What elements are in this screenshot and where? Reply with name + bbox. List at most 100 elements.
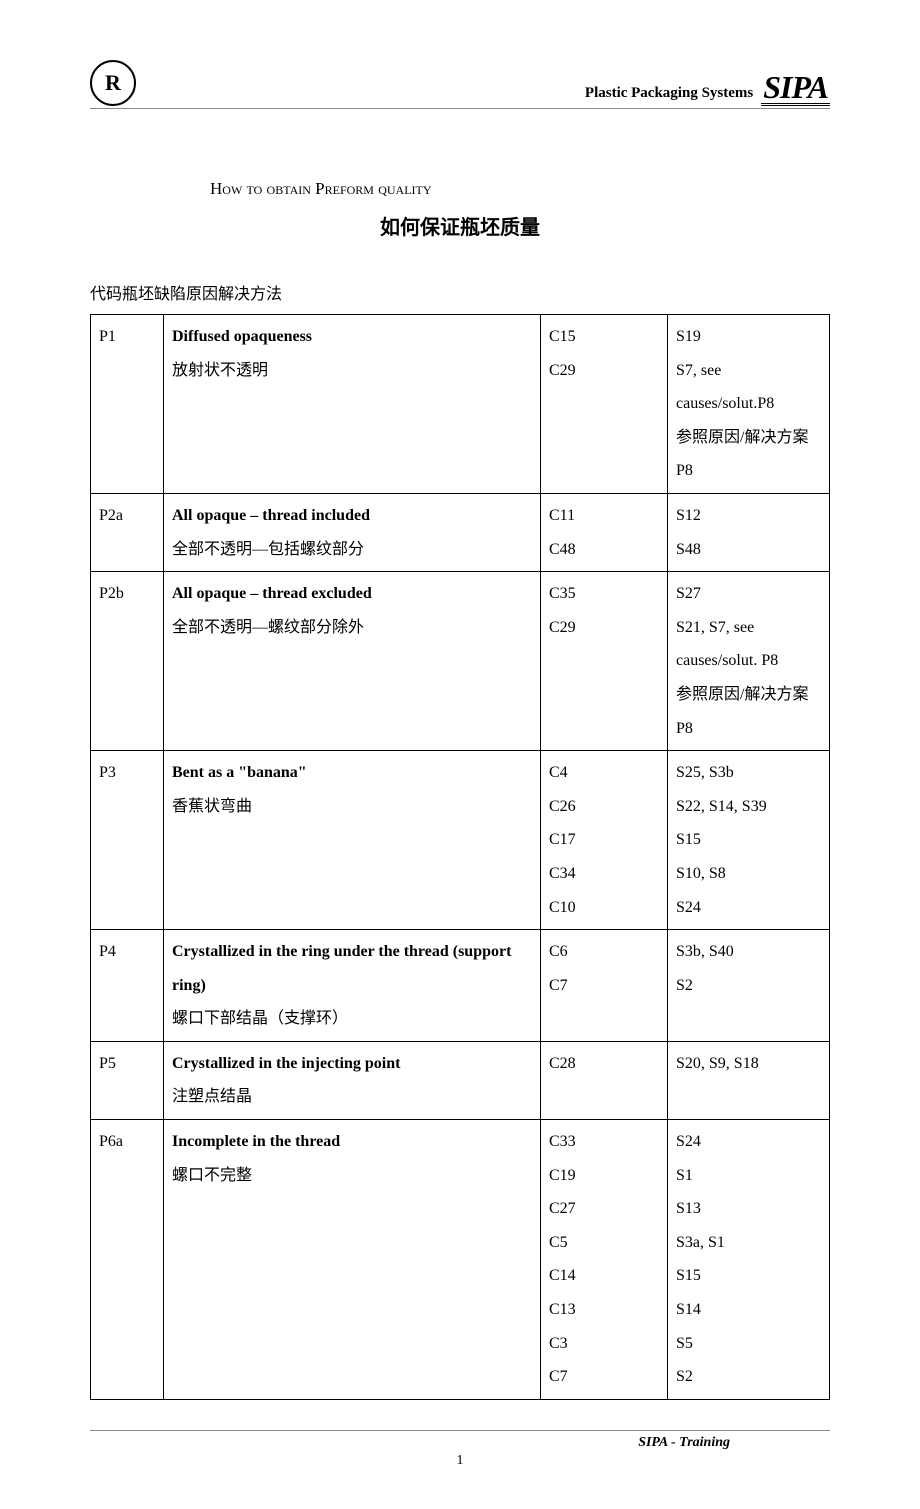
- defect-english: Diffused opaqueness: [172, 320, 532, 354]
- cause-code: C34: [549, 857, 659, 891]
- defect-causes: C33C19C27C5C14C13C3C7: [541, 1120, 668, 1400]
- defect-code: P5: [91, 1041, 164, 1119]
- defect-solutions: S20, S9, S18: [668, 1041, 830, 1119]
- cause-code: C6: [549, 935, 659, 969]
- header-right: Plastic Packaging Systems SIPA: [585, 71, 830, 106]
- defect-code: P6a: [91, 1120, 164, 1400]
- page-header: R Plastic Packaging Systems SIPA: [90, 60, 830, 109]
- defect-solutions: S12S48: [668, 493, 830, 571]
- defect-code: P3: [91, 751, 164, 930]
- page-number: 1: [90, 1453, 830, 1469]
- solution-code: 参照原因/解决方案 P8: [676, 678, 821, 745]
- defect-causes: C6C7: [541, 930, 668, 1042]
- table-row: P3Bent as a "banana"香蕉状弯曲C4C26C17C34C10S…: [91, 751, 830, 930]
- solution-code: S3b, S40: [676, 935, 821, 969]
- defect-description: Incomplete in the thread螺口不完整: [164, 1120, 541, 1400]
- cause-code: C19: [549, 1159, 659, 1193]
- header-text: Plastic Packaging Systems: [585, 85, 753, 106]
- defect-code: P4: [91, 930, 164, 1042]
- solution-code: S20, S9, S18: [676, 1047, 821, 1081]
- defect-chinese: 全部不透明—包括螺纹部分: [172, 533, 532, 567]
- solution-code: S19: [676, 320, 821, 354]
- defect-chinese: 全部不透明—螺纹部分除外: [172, 611, 532, 645]
- defect-chinese: 放射状不透明: [172, 354, 532, 388]
- defect-solutions: S3b, S40S2: [668, 930, 830, 1042]
- cause-code: C3: [549, 1327, 659, 1361]
- defect-english: All opaque – thread included: [172, 499, 532, 533]
- solution-code: S14: [676, 1293, 821, 1327]
- logo-left-icon: R: [90, 60, 136, 106]
- page: R Plastic Packaging Systems SIPA How to …: [0, 0, 920, 1509]
- defect-solutions: S24S1S13S3a, S1S15S14S5S2: [668, 1120, 830, 1400]
- defect-code: P2a: [91, 493, 164, 571]
- table-row: P5Crystallized in the injecting point注塑点…: [91, 1041, 830, 1119]
- cause-code: C13: [549, 1293, 659, 1327]
- defect-description: Crystallized in the injecting point注塑点结晶: [164, 1041, 541, 1119]
- logo-left-text: R: [105, 70, 121, 96]
- cause-code: C33: [549, 1125, 659, 1159]
- cause-code: C5: [549, 1226, 659, 1260]
- defect-chinese: 螺口不完整: [172, 1159, 532, 1193]
- defect-solutions: S27S21, S7, see causes/solut. P8参照原因/解决方…: [668, 572, 830, 751]
- cause-code: C48: [549, 533, 659, 567]
- defect-code: P1: [91, 315, 164, 494]
- cause-code: C7: [549, 1360, 659, 1394]
- solution-code: S10, S8: [676, 857, 821, 891]
- solution-code: S7, see causes/solut.P8: [676, 354, 821, 421]
- defect-solutions: S25, S3bS22, S14, S39S15S10, S8S24: [668, 751, 830, 930]
- title-english: How to obtain Preform quality: [210, 179, 830, 199]
- defect-causes: C35C29: [541, 572, 668, 751]
- solution-code: S2: [676, 1360, 821, 1394]
- solution-code: S12: [676, 499, 821, 533]
- defect-description: Crystallized in the ring under the threa…: [164, 930, 541, 1042]
- solution-code: S15: [676, 823, 821, 857]
- solution-code: S1: [676, 1159, 821, 1193]
- cause-code: C14: [549, 1259, 659, 1293]
- solution-code: S13: [676, 1192, 821, 1226]
- defect-description: All opaque – thread included全部不透明—包括螺纹部分: [164, 493, 541, 571]
- cause-code: C11: [549, 499, 659, 533]
- defect-causes: C4C26C17C34C10: [541, 751, 668, 930]
- defect-chinese: 螺口下部结晶（支撑环）: [172, 1002, 532, 1036]
- defect-english: Incomplete in the thread: [172, 1125, 532, 1159]
- defect-english: All opaque – thread excluded: [172, 577, 532, 611]
- page-footer: SIPA - Training: [90, 1430, 830, 1451]
- table-row: P1Diffused opaqueness放射状不透明C15C29S19S7, …: [91, 315, 830, 494]
- solution-code: S24: [676, 1125, 821, 1159]
- table-row: P4Crystallized in the ring under the thr…: [91, 930, 830, 1042]
- cause-code: C28: [549, 1047, 659, 1081]
- defect-description: All opaque – thread excluded全部不透明—螺纹部分除外: [164, 572, 541, 751]
- intro-text: 代码瓶坯缺陷原因解决方法: [90, 280, 830, 304]
- defect-solutions: S19S7, see causes/solut.P8参照原因/解决方案 P8: [668, 315, 830, 494]
- defect-causes: C28: [541, 1041, 668, 1119]
- cause-code: C29: [549, 611, 659, 645]
- solution-code: 参照原因/解决方案 P8: [676, 421, 821, 488]
- defect-causes: C15C29: [541, 315, 668, 494]
- solution-code: S25, S3b: [676, 756, 821, 790]
- cause-code: C17: [549, 823, 659, 857]
- table-row: P6aIncomplete in the thread螺口不完整C33C19C2…: [91, 1120, 830, 1400]
- cause-code: C29: [549, 354, 659, 388]
- solution-code: S48: [676, 533, 821, 567]
- defect-chinese: 香蕉状弯曲: [172, 790, 532, 824]
- defect-english: Crystallized in the ring under the threa…: [172, 935, 532, 1002]
- table-row: P2aAll opaque – thread included全部不透明—包括螺…: [91, 493, 830, 571]
- defect-description: Diffused opaqueness放射状不透明: [164, 315, 541, 494]
- solution-code: S5: [676, 1327, 821, 1361]
- solution-code: S2: [676, 969, 821, 1003]
- cause-code: C35: [549, 577, 659, 611]
- defect-english: Bent as a "banana": [172, 756, 532, 790]
- footer-right: SIPA - Training: [638, 1435, 830, 1451]
- title-chinese: 如何保证瓶坯质量: [90, 211, 830, 240]
- logo-right-icon: SIPA: [761, 71, 830, 106]
- defect-description: Bent as a "banana"香蕉状弯曲: [164, 751, 541, 930]
- cause-code: C7: [549, 969, 659, 1003]
- defect-code: P2b: [91, 572, 164, 751]
- solution-code: S22, S14, S39: [676, 790, 821, 824]
- solution-code: S27: [676, 577, 821, 611]
- defect-english: Crystallized in the injecting point: [172, 1047, 532, 1081]
- solution-code: S24: [676, 891, 821, 925]
- table-row: P2bAll opaque – thread excluded全部不透明—螺纹部…: [91, 572, 830, 751]
- cause-code: C10: [549, 891, 659, 925]
- solution-code: S21, S7, see causes/solut. P8: [676, 611, 821, 678]
